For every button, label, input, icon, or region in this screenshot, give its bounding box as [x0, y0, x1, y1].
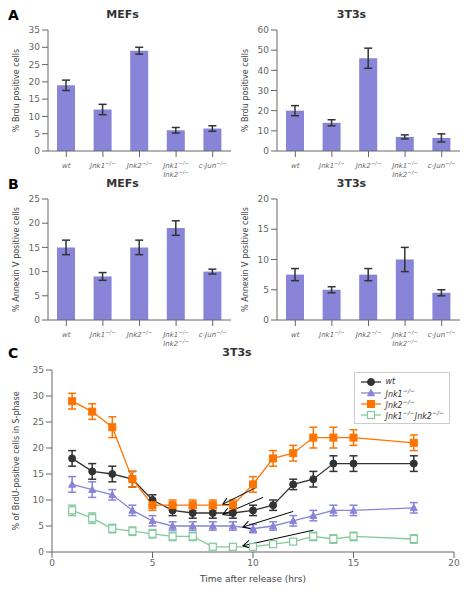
svg-text:20: 20 — [29, 77, 41, 87]
svg-text:% Annexin V positive cells: % Annexin V positive cells — [241, 207, 250, 312]
svg-text:c-Jun−/−: c-Jun−/− — [428, 160, 456, 170]
svg-text:Jnk2−/−: Jnk2−/− — [161, 169, 189, 177]
html-text:A: A — [8, 7, 19, 23]
svg-text:% Brdu positive cells: % Brdu positive cells — [241, 49, 250, 132]
svg-text:10: 10 — [29, 112, 41, 122]
svg-text:15: 15 — [348, 558, 359, 568]
svg-text:0: 0 — [263, 146, 269, 156]
svg-text:10: 10 — [33, 495, 45, 505]
svg-text:Jnk2−/−: Jnk2−/− — [390, 338, 418, 346]
svg-text:Jnk1−/−: Jnk1−/− — [392, 329, 418, 339]
svg-text:Jnk1−/−: Jnk1−/− — [163, 160, 189, 170]
svg-text:Jnk1−/−: Jnk1−/− — [317, 329, 345, 339]
svg-text:15: 15 — [258, 224, 269, 234]
svg-text:25: 25 — [29, 60, 40, 70]
svg-text:40: 40 — [258, 66, 270, 76]
svg-text:wt: wt — [62, 331, 71, 339]
svg-text:Jnk2−/−: Jnk2−/− — [354, 160, 382, 170]
svg-text:Jnk2−/−: Jnk2−/− — [354, 329, 382, 339]
html-text:Jnk2−/−: Jnk2−/− — [385, 397, 415, 410]
svg-text:25: 25 — [29, 194, 40, 204]
svg-text:20: 20 — [29, 218, 41, 228]
svg-text:25: 25 — [33, 417, 44, 427]
svg-text:Jnk1−/−: Jnk1−/− — [88, 160, 116, 170]
svg-text:60: 60 — [258, 25, 270, 35]
svg-text:50: 50 — [258, 45, 270, 55]
svg-text:Jnk2−/−: Jnk2−/− — [125, 160, 153, 170]
svg-text:35: 35 — [29, 25, 40, 35]
svg-text:c-Jun−/−: c-Jun−/− — [199, 160, 227, 170]
svg-text:10: 10 — [29, 267, 41, 277]
svg-text:5: 5 — [38, 521, 44, 531]
svg-text:0: 0 — [34, 315, 40, 325]
svg-text:c-Jun−/−: c-Jun−/− — [199, 329, 227, 339]
svg-text:wt: wt — [62, 162, 71, 170]
svg-text:20: 20 — [258, 106, 270, 116]
svg-text:35: 35 — [33, 365, 44, 375]
svg-text:10: 10 — [258, 255, 270, 265]
svg-text:10: 10 — [258, 126, 270, 136]
svg-text:15: 15 — [29, 243, 40, 253]
svg-text:30: 30 — [29, 42, 41, 52]
svg-text:15: 15 — [29, 94, 40, 104]
svg-text:Jnk1−/−: Jnk1−/− — [392, 160, 418, 170]
svg-text:10: 10 — [247, 558, 259, 568]
svg-text:Jnk1−/−: Jnk1−/− — [88, 329, 116, 339]
html-text:C: C — [8, 345, 19, 361]
html-text:3T3s: 3T3s — [336, 177, 367, 190]
svg-text:wt: wt — [291, 162, 300, 170]
svg-text:Jnk2−/−: Jnk2−/− — [161, 338, 189, 346]
svg-text:20: 20 — [258, 194, 270, 204]
svg-text:20: 20 — [33, 443, 45, 453]
svg-text:% Annexin V positive cells: % Annexin V positive cells — [12, 207, 21, 312]
svg-text:% Brdu positive cells: % Brdu positive cells — [12, 49, 21, 132]
html-text:Jnk1−/−: Jnk1−/− — [385, 386, 415, 399]
svg-text:5: 5 — [150, 558, 156, 568]
svg-text:15: 15 — [33, 469, 44, 479]
svg-text:Jnk1−/−: Jnk1−/− — [163, 329, 189, 339]
html-text:MEFs: MEFs — [106, 8, 139, 21]
svg-text:Jnk2−/−: Jnk2−/− — [390, 169, 418, 177]
svg-text:5: 5 — [263, 285, 269, 295]
svg-text:c-Jun−/−: c-Jun−/− — [428, 329, 456, 339]
svg-text:20: 20 — [448, 558, 460, 568]
svg-text:5: 5 — [34, 129, 40, 139]
svg-text:0: 0 — [49, 558, 55, 568]
html-text:3T3s: 3T3s — [336, 8, 367, 21]
svg-text:wt: wt — [291, 331, 300, 339]
html-text:wt: wt — [385, 377, 396, 386]
svg-text:30: 30 — [258, 86, 270, 96]
html-text:MEFs: MEFs — [106, 177, 139, 190]
svg-text:5: 5 — [34, 291, 40, 301]
html-text:3T3s: 3T3s — [222, 346, 252, 359]
svg-text:% of BrdU-positive cells in S-: % of BrdU-positive cells in S-phase — [12, 391, 21, 530]
svg-text:Jnk2−/−: Jnk2−/− — [125, 329, 153, 339]
svg-text:30: 30 — [33, 391, 45, 401]
svg-text:Time after release (hrs): Time after release (hrs) — [199, 574, 306, 584]
svg-text:0: 0 — [38, 547, 44, 557]
svg-text:0: 0 — [34, 146, 40, 156]
html-text:Jnk1−/−Jnk2−/−: Jnk1−/−Jnk2−/− — [385, 408, 444, 421]
html-text:B: B — [8, 176, 19, 192]
svg-text:0: 0 — [263, 315, 269, 325]
svg-text:Jnk1−/−: Jnk1−/− — [317, 160, 345, 170]
